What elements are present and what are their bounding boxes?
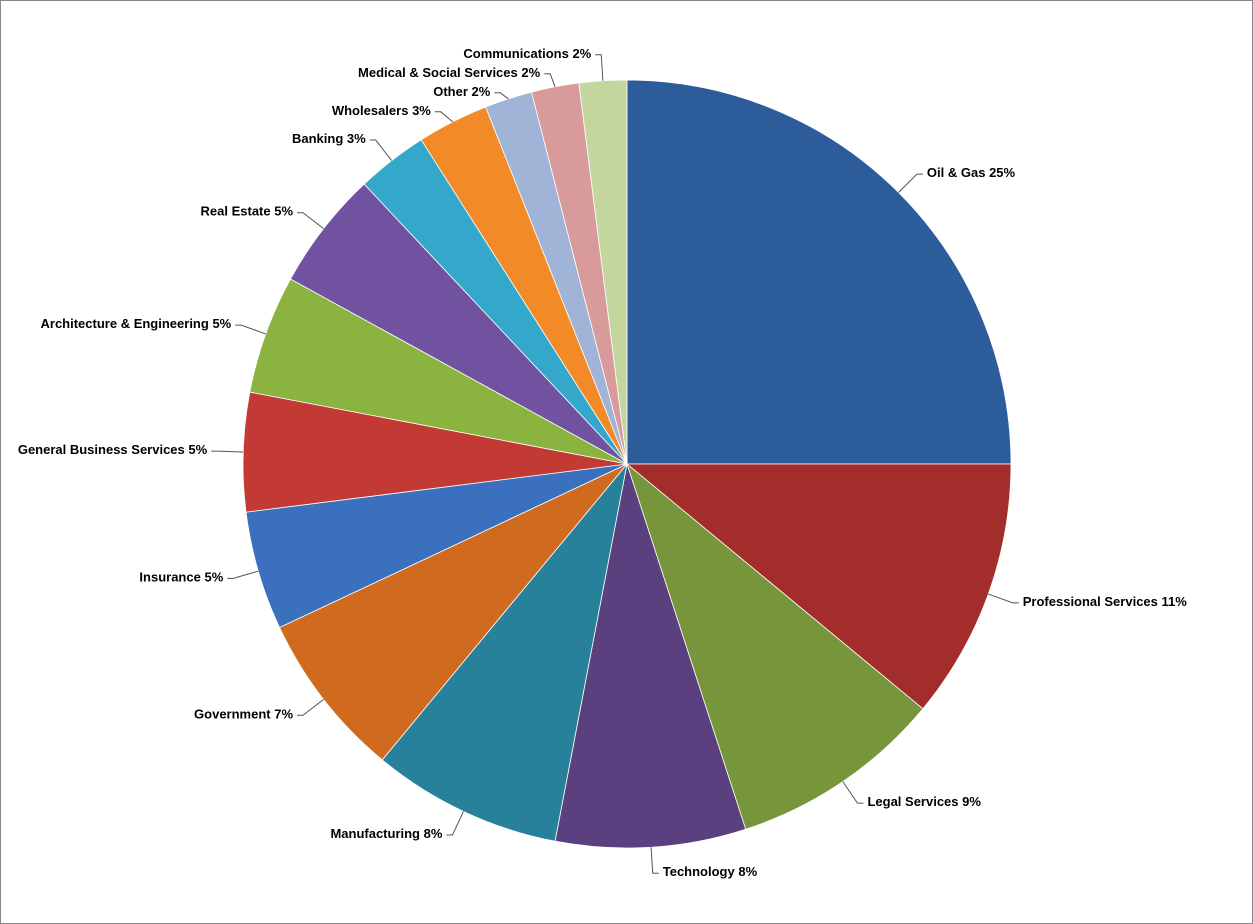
leader-line	[434, 111, 453, 123]
value-label: 2%	[472, 84, 491, 99]
leader-line	[446, 811, 464, 836]
value-label: 9%	[962, 795, 981, 810]
category-label: Wholesalers	[332, 103, 409, 118]
data-label: Manufacturing 8%	[330, 826, 442, 841]
leader-line	[898, 173, 923, 193]
value-label: 5%	[274, 204, 293, 219]
data-label: Medical & Social Services 2%	[358, 65, 541, 80]
data-label: Legal Services 9%	[867, 795, 981, 810]
category-label: Architecture & Engineering	[41, 317, 209, 332]
value-label: 2%	[521, 65, 540, 80]
value-label: 2%	[572, 46, 591, 61]
category-label: Medical & Social Services	[358, 65, 518, 80]
leader-line	[988, 593, 1019, 604]
data-label: Other 2%	[433, 84, 491, 99]
category-label: Professional Services	[1023, 594, 1158, 609]
leader-line	[650, 847, 659, 874]
value-label: 7%	[274, 707, 293, 722]
data-label: Professional Services 11%	[1023, 594, 1188, 609]
value-label: 5%	[188, 443, 207, 458]
leader-line	[544, 73, 556, 87]
data-label: Architecture & Engineering 5%	[41, 317, 232, 332]
value-label: 5%	[212, 317, 231, 332]
pie-slice	[626, 79, 1012, 465]
leader-line	[211, 450, 244, 453]
leader-line	[297, 698, 324, 716]
leader-line	[595, 54, 604, 81]
pie-slice	[381, 463, 628, 842]
data-label: Technology 8%	[663, 865, 758, 880]
category-label: General Business Services	[18, 443, 185, 458]
category-label: Real Estate	[201, 204, 271, 219]
leader-line	[494, 92, 509, 100]
category-label: Other	[433, 84, 468, 99]
pie-slice	[625, 463, 1012, 710]
data-label: Oil & Gas 25%	[927, 166, 1016, 181]
value-label: 8%	[424, 826, 443, 841]
data-label: Real Estate 5%	[201, 204, 294, 219]
category-label: Communications	[463, 46, 568, 61]
category-label: Manufacturing	[330, 826, 420, 841]
data-label: Government 7%	[194, 707, 293, 722]
leader-line	[235, 324, 266, 335]
data-label: General Business Services 5%	[18, 443, 208, 458]
data-label: Insurance 5%	[139, 570, 223, 585]
leader-line	[369, 139, 393, 161]
value-label: 8%	[738, 865, 757, 880]
leader-line	[297, 212, 324, 230]
category-label: Government	[194, 707, 271, 722]
value-label: 11%	[1162, 594, 1188, 609]
data-label: Banking 3%	[292, 131, 366, 146]
category-label: Technology	[663, 865, 736, 880]
value-label: 3%	[347, 131, 366, 146]
value-label: 3%	[412, 103, 431, 118]
pie-slice	[578, 79, 628, 465]
value-label: 25%	[989, 166, 1015, 181]
pie-slice	[279, 463, 628, 761]
value-label: 5%	[204, 570, 223, 585]
leader-line	[227, 570, 259, 579]
leader-line	[842, 781, 864, 804]
category-label: Insurance	[139, 570, 200, 585]
data-label: Communications 2%	[463, 46, 591, 61]
category-label: Banking	[292, 131, 343, 146]
category-label: Oil & Gas	[927, 166, 986, 181]
category-label: Legal Services	[867, 795, 958, 810]
data-label: Wholesalers 3%	[332, 103, 431, 118]
